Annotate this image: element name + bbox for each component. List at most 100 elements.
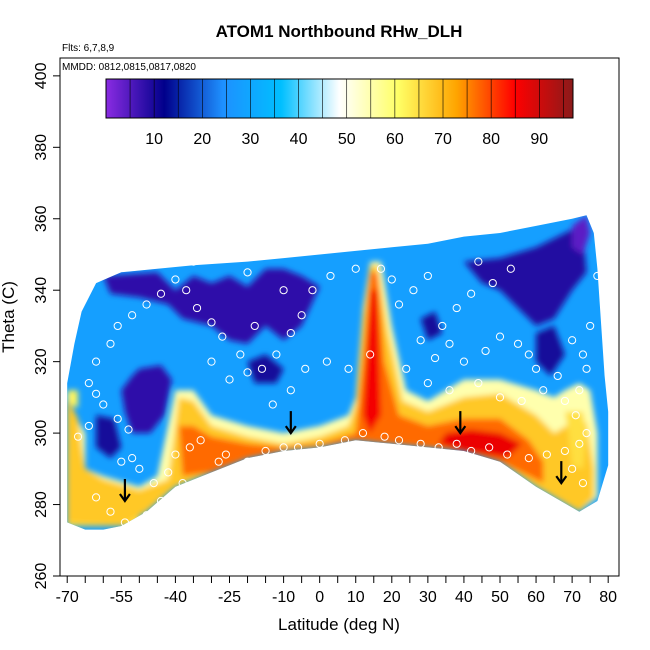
- y-tick-label: 300: [33, 420, 50, 447]
- x-tick-label: 10: [347, 589, 365, 606]
- sample-point: [99, 400, 108, 409]
- tropopause-arrow: [555, 461, 568, 486]
- sample-point: [185, 443, 194, 452]
- x-tick-label: -40: [164, 589, 187, 606]
- sample-point: [250, 321, 259, 331]
- sample-point: [513, 339, 523, 348]
- sample-point: [358, 429, 368, 438]
- y-tick-label: 380: [33, 134, 50, 161]
- sample-point: [192, 303, 202, 313]
- sample-point: [243, 457, 252, 466]
- x-tick-label: -70: [56, 589, 79, 606]
- x-axis-label: Latitude (deg N): [278, 615, 400, 634]
- sample-point: [207, 357, 216, 366]
- x-tick-label: 60: [527, 589, 545, 606]
- x-tick-label: 40: [455, 589, 473, 606]
- sample-point: [257, 364, 267, 373]
- sample-point: [578, 350, 588, 359]
- sample-point: [106, 507, 115, 516]
- sample-point: [560, 396, 570, 406]
- sample-point: [128, 454, 137, 463]
- sample-point: [495, 332, 505, 341]
- sample-point: [236, 350, 245, 359]
- x-tick-label: -55: [110, 589, 133, 606]
- sample-point: [243, 268, 252, 277]
- y-tick-label: 320: [33, 348, 50, 375]
- sample-point: [560, 446, 570, 456]
- sample-point: [120, 518, 130, 527]
- sample-point: [344, 364, 353, 373]
- sample-point: [445, 386, 454, 395]
- sample-point: [578, 479, 588, 488]
- sample-point: [506, 264, 515, 273]
- sample-point: [474, 257, 483, 266]
- x-tick-label: 70: [563, 589, 581, 606]
- sample-point: [571, 411, 580, 420]
- y-tick-label: 280: [33, 491, 50, 518]
- x-tick-label: 80: [599, 589, 617, 606]
- sample-point: [459, 357, 469, 366]
- sample-point: [221, 450, 230, 459]
- sample-point: [117, 457, 126, 466]
- sample-point: [261, 446, 270, 456]
- sample-point: [582, 364, 591, 373]
- sample-point: [301, 364, 310, 373]
- sample-point: [434, 443, 443, 452]
- colorbar-tick-label: 80: [482, 131, 500, 148]
- colorbar-tick-label: 50: [338, 131, 356, 148]
- sample-point: [387, 275, 396, 284]
- sample-point: [84, 421, 93, 431]
- sample-point: [91, 357, 101, 366]
- x-tick-label: -10: [272, 589, 295, 606]
- sample-point: [142, 511, 151, 520]
- sample-point: [297, 311, 306, 320]
- sample-point: [467, 446, 476, 456]
- heatmap-band: [179, 272, 544, 484]
- chart-title: ATOM1 Northbound RHw_DLH: [216, 22, 463, 41]
- sample-point: [351, 264, 360, 273]
- sample-point: [503, 450, 512, 459]
- date-note: MMDD: 0812,0815,0817,0820: [62, 62, 196, 73]
- sample-point: [272, 350, 281, 359]
- sample-point: [589, 214, 598, 223]
- sample-point: [445, 339, 454, 348]
- y-tick-label: 340: [33, 277, 50, 304]
- y-axis: 260 280 300 320 340 360 380 400: [33, 62, 60, 589]
- tropopause-arrow: [454, 411, 467, 435]
- sample-point: [171, 450, 180, 459]
- sample-point: [531, 364, 541, 373]
- plot-frame: [59, 57, 620, 577]
- colorbar-tick-label: 30: [242, 131, 260, 148]
- colorbar-tick-label: 60: [386, 131, 404, 148]
- sample-point: [322, 357, 331, 366]
- x-tick-label: 30: [419, 589, 437, 606]
- flights-note: Flts: 6,7,8,9: [62, 43, 115, 54]
- sample-point: [124, 425, 133, 434]
- colorbar-tick-label: 90: [530, 131, 548, 148]
- sample-point: [539, 386, 548, 395]
- sample-point: [106, 339, 115, 348]
- sample-point: [488, 278, 497, 288]
- sample-point: [308, 286, 317, 295]
- colorbar-gradient: [105, 78, 574, 119]
- heatmap-band: [67, 390, 78, 409]
- sample-point: [452, 439, 461, 448]
- y-tick-label: 260: [33, 563, 50, 590]
- sample-point: [568, 464, 577, 473]
- sample-point: [207, 318, 216, 327]
- sample-point: [156, 496, 166, 506]
- sample-point: [568, 336, 577, 345]
- tropopause-arrow: [119, 478, 131, 503]
- sample-point: [113, 414, 122, 423]
- sample-point: [178, 479, 187, 488]
- sample-point: [423, 378, 432, 388]
- sample-point: [430, 353, 440, 363]
- heatmap-band: [564, 411, 587, 469]
- sample-point: [474, 378, 483, 388]
- sample-point: [553, 371, 562, 381]
- y-axis-label: Theta (C): [0, 281, 18, 353]
- sample-point: [149, 479, 158, 488]
- heatmap-band: [438, 429, 522, 459]
- sample-point: [189, 257, 198, 266]
- sample-point: [286, 328, 295, 338]
